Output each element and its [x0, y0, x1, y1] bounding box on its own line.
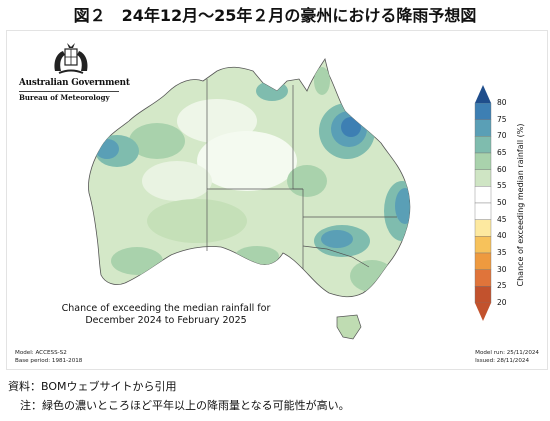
colorbar-tick-label: 80: [497, 98, 507, 107]
model-info: Model: ACCESS-S2 Base period: 1981-2018: [15, 349, 82, 365]
map-caption-line-2: December 2024 to February 2025: [85, 315, 247, 326]
colorbar-block: [474, 102, 492, 120]
australia-map: [88, 58, 411, 340]
bureau-name: Bureau of Meteorology: [19, 93, 110, 102]
state-borders: [206, 79, 397, 269]
issued-date: Issued: 28/11/2024: [475, 358, 530, 364]
colorbar-block: [474, 219, 492, 237]
colorbar-tick-label: 60: [497, 164, 507, 174]
colorbar-tick-label: 35: [497, 248, 507, 257]
map-caption: Chance of exceeding the median rainfall …: [51, 303, 281, 327]
colorbar-block: [474, 136, 492, 154]
colorbar-block: [474, 286, 492, 304]
colorbar-bottom-arrow: [475, 303, 491, 321]
logo-divider: [19, 91, 119, 92]
probability-colorbar: [474, 85, 492, 321]
forecast-map-panel: Australian Government Bureau of Meteorol…: [6, 30, 548, 370]
colorbar-block: [474, 252, 492, 270]
source-note: 資料：BOMウェブサイトから引用: [8, 380, 177, 393]
colorbar-block: [474, 236, 492, 254]
coat-of-arms-icon: [54, 43, 88, 74]
colorbar-tick-label: 70: [497, 131, 507, 141]
colorbar-tick-label: 65: [497, 148, 507, 157]
colorbar-block: [474, 186, 492, 204]
map-caption-line-1: Chance of exceeding the median rainfall …: [61, 303, 271, 314]
colorbar-tick-label: 75: [497, 114, 507, 124]
colorbar-block: [474, 269, 492, 287]
remark-note: 注：緑色の濃いところほど平年以上の降雨量となる可能性が高い。: [20, 399, 350, 412]
government-name: Australian Government: [19, 78, 130, 88]
colorbar-tick-label: 40: [497, 231, 507, 241]
run-info: Model run: 25/11/2024 Issued: 28/11/2024: [475, 349, 539, 365]
colorbar-tick-label: 55: [497, 181, 507, 191]
model-name: Model: ACCESS-S2: [15, 350, 67, 356]
colorbar-title: Chance of exceeding median rainfall (%): [516, 123, 525, 287]
bom-logo: Australian Government Bureau of Meteorol…: [19, 41, 131, 113]
colorbar-block: [474, 202, 492, 220]
colorbar-block: [474, 152, 492, 170]
colorbar-tick-label: 45: [497, 214, 507, 224]
model-run-date: Model run: 25/11/2024: [475, 350, 539, 356]
tasmania: [336, 314, 362, 340]
colorbar-tick-label: 30: [497, 264, 507, 274]
figure-title: 図２ 24年12月～25年２月の豪州における降雨予想図: [73, 6, 477, 25]
colorbar-tick-label: 50: [497, 198, 507, 207]
colorbar-block: [474, 119, 492, 137]
colorbar-tick-label: 20: [497, 298, 507, 307]
base-period: Base period: 1981-2018: [15, 358, 83, 364]
colorbar-top-arrow: [475, 85, 491, 103]
colorbar-tick-label: 25: [497, 281, 507, 291]
colorbar-block: [474, 169, 492, 187]
